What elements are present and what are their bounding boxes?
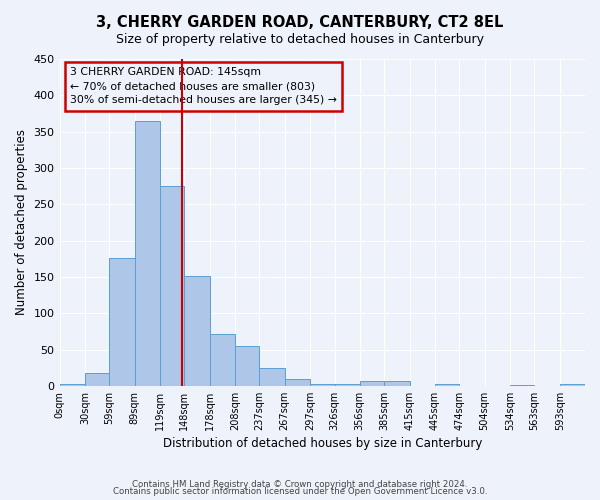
Bar	[384, 382, 410, 386]
Bar	[235, 346, 259, 386]
Y-axis label: Number of detached properties: Number of detached properties	[15, 130, 28, 316]
X-axis label: Distribution of detached houses by size in Canterbury: Distribution of detached houses by size …	[163, 437, 482, 450]
Text: Size of property relative to detached houses in Canterbury: Size of property relative to detached ho…	[116, 32, 484, 46]
Bar	[310, 384, 335, 386]
Bar	[109, 258, 134, 386]
Bar	[259, 368, 285, 386]
Bar	[335, 384, 360, 386]
Bar	[160, 186, 184, 386]
Bar	[360, 382, 384, 386]
Bar	[209, 334, 235, 386]
Bar	[510, 385, 535, 386]
Bar	[59, 384, 85, 386]
Bar	[134, 120, 160, 386]
Text: Contains public sector information licensed under the Open Government Licence v3: Contains public sector information licen…	[113, 488, 487, 496]
Text: 3 CHERRY GARDEN ROAD: 145sqm
← 70% of detached houses are smaller (803)
30% of s: 3 CHERRY GARDEN ROAD: 145sqm ← 70% of de…	[70, 67, 337, 105]
Bar	[560, 384, 585, 386]
Bar	[184, 276, 209, 386]
Text: 3, CHERRY GARDEN ROAD, CANTERBURY, CT2 8EL: 3, CHERRY GARDEN ROAD, CANTERBURY, CT2 8…	[97, 15, 503, 30]
Text: Contains HM Land Registry data © Crown copyright and database right 2024.: Contains HM Land Registry data © Crown c…	[132, 480, 468, 489]
Bar	[85, 372, 109, 386]
Bar	[285, 378, 310, 386]
Bar	[435, 384, 460, 386]
